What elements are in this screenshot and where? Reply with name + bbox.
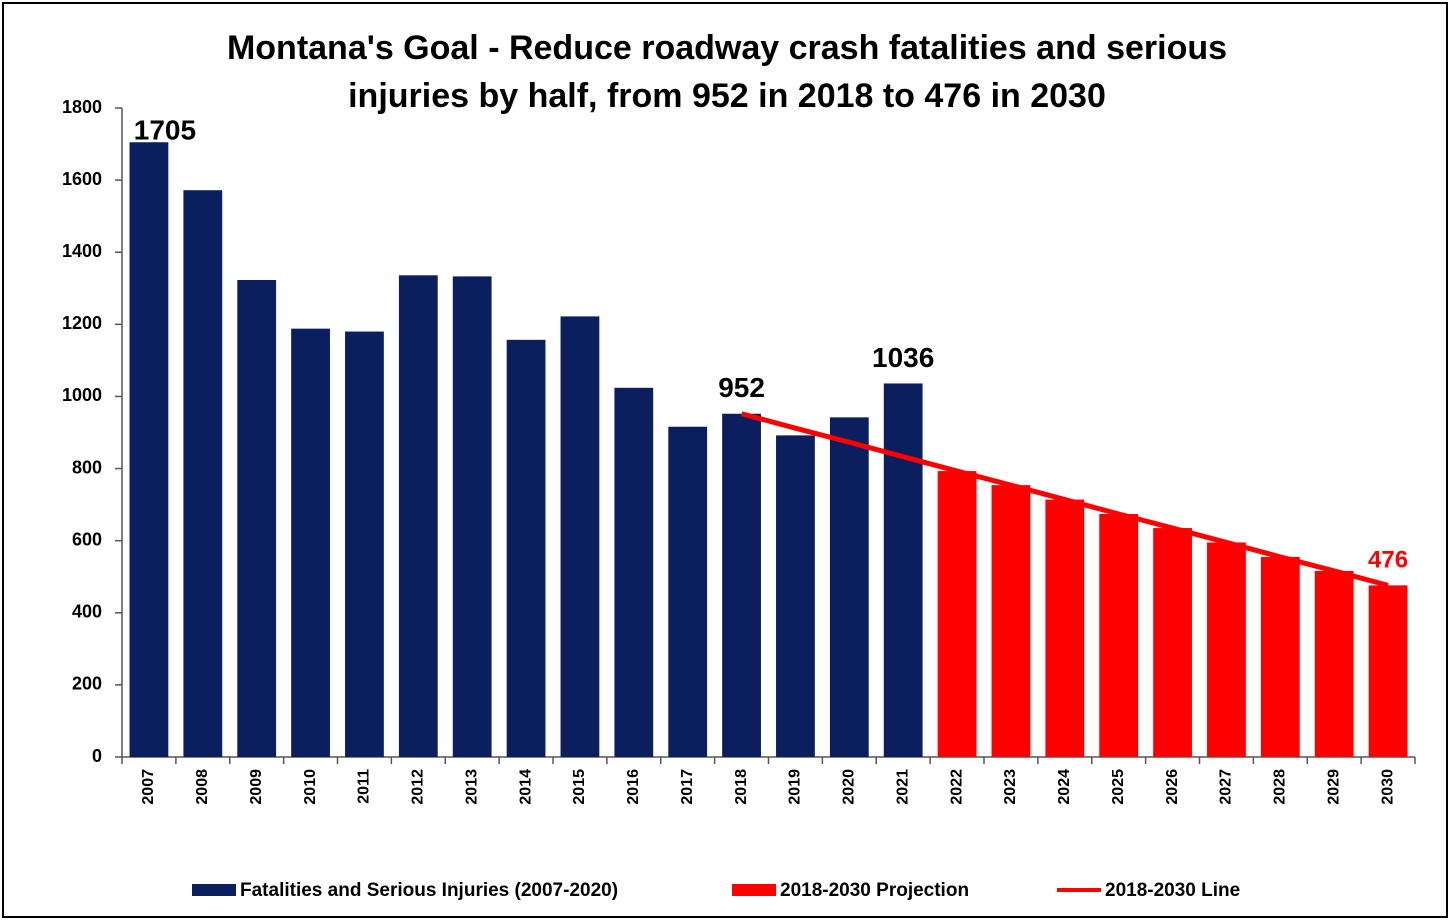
y-tick-label: 1600 [62,169,102,189]
x-tick-label: 2015 [571,769,588,805]
bar [1260,556,1300,757]
chart-title: injuries by half, from 952 in 2018 to 47… [348,77,1106,115]
x-tick-label: 2022 [948,769,965,805]
x-tick-label: 2017 [679,769,696,805]
y-tick-label: 1000 [62,385,102,405]
y-tick-label: 1200 [62,313,102,333]
x-tick-label: 2012 [410,769,427,805]
x-tick-label: 2014 [517,769,534,805]
bar [345,331,384,757]
data-label: 952 [718,372,765,403]
x-tick-label: 2013 [463,769,480,805]
bar [506,339,546,757]
bar [183,190,223,757]
x-tick-label: 2019 [787,769,804,805]
bar [129,142,169,757]
x-tick-label: 2021 [894,769,911,805]
chart-title: Montana's Goal - Reduce roadway crash fa… [227,29,1227,67]
bar [398,275,438,757]
x-tick-label: 2025 [1110,769,1127,805]
bar [237,279,277,757]
bar [829,417,869,757]
y-tick-label: 800 [72,457,102,477]
bar [991,485,1031,757]
trend-line [740,411,1389,588]
x-tick-label: 2030 [1379,769,1396,805]
bar [883,383,923,757]
x-tick-label: 2018 [733,769,750,805]
x-tick-label: 2009 [248,769,265,805]
bar [937,471,977,757]
x-tick-label: 2027 [1218,769,1235,805]
legend-label: Fatalities and Serious Injuries (2007-20… [240,880,618,901]
y-tick-label: 600 [72,529,102,549]
x-tick-label: 2020 [841,769,858,805]
legend-swatch [732,884,776,896]
y-tick-label: 0 [92,746,102,766]
bar [1314,570,1354,757]
x-tick-label: 2029 [1325,769,1342,805]
data-label: 1705 [134,115,196,146]
bar [1099,513,1139,757]
y-tick-label: 1400 [62,241,102,261]
data-label: 476 [1368,547,1408,574]
x-tick-label: 2011 [356,769,373,804]
x-tick-label: 2023 [1002,769,1019,805]
y-tick-label: 400 [72,602,102,622]
bar [452,276,492,757]
x-tick-label: 2007 [140,769,157,805]
x-tick-label: 2028 [1272,769,1289,805]
legend-label: 2018-2030 Line [1105,880,1240,901]
bar [614,387,654,757]
x-tick-label: 2024 [1056,769,1073,805]
bar [722,413,761,757]
data-label: 1036 [872,342,934,373]
x-tick-label: 2026 [1164,769,1181,805]
bar [291,328,330,757]
legend-swatch [192,884,236,896]
bar [1368,585,1408,757]
x-tick-label: 2016 [625,769,642,805]
legend-label: 2018-2030 Projection [780,880,969,901]
x-tick-label: 2010 [302,769,319,805]
y-tick-label: 1800 [62,97,102,117]
bar [668,426,708,757]
bar [1207,542,1246,757]
bar [776,435,815,757]
x-tick-label: 2008 [194,769,211,805]
y-tick-label: 200 [72,674,102,694]
bar [1045,499,1085,757]
bar [1153,528,1192,757]
bar [560,316,600,757]
